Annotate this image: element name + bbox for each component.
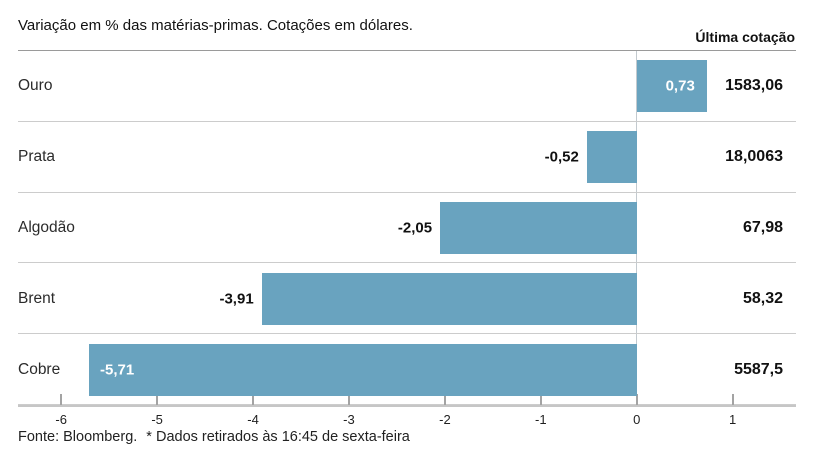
bar [440,201,637,254]
value-label: -0,52 [544,148,579,166]
chart-row: Cobre -5,71 5587,5 [0,334,817,405]
x-axis-tick-label: -5 [151,412,163,427]
x-axis-tick-label: 0 [633,412,641,427]
x-axis-tick-mark [539,394,542,405]
x-axis-tick-mark [156,394,159,405]
x-axis-tick-mark [731,394,734,405]
x-axis-tick-mark [347,394,350,405]
x-axis-tick-label: 1 [729,412,737,427]
x-axis-tick-label: -1 [535,412,547,427]
bar [636,60,707,113]
bar [586,131,637,184]
chart-plot-area: Ouro 0,73 1583,06 Prata -0,52 18,0063 Al… [0,51,817,405]
chart-title: Variação em % das matérias-primas. Cotaç… [18,17,413,34]
chart-row: Brent -3,91 58,32 [0,263,817,334]
last-quote-value: 18,0063 [725,148,783,166]
category-label: Brent [18,289,56,307]
last-quote-column-header: Última cotação [695,29,795,45]
chart-header: Variação em % das matérias-primas. Cotaç… [0,0,817,51]
zero-gridline [636,51,638,405]
footnote-text: * Dados retirados às 16:45 de sexta-feir… [146,429,410,445]
value-label: -3,91 [219,290,254,308]
value-label: -5,71 [99,361,135,379]
x-axis-tick-mark [635,394,638,405]
chart-row: Algodão -2,05 67,98 [0,193,817,264]
x-axis-tick-mark [443,394,446,405]
chart-footer: Fonte: Bloomberg. * Dados retirados às 16… [18,429,410,445]
x-axis-tick-mark [60,394,63,405]
last-quote-value: 5587,5 [734,360,783,378]
x-axis-tick-label: -3 [343,412,355,427]
last-quote-value: 67,98 [742,218,783,236]
last-quote-value: 1583,06 [725,77,783,95]
category-label: Prata [18,148,56,166]
last-quote-value: 58,32 [742,289,783,307]
source-text: Fonte: Bloomberg. [18,429,138,445]
x-axis-tick-label: -6 [55,412,67,427]
x-axis-tick-label: -2 [439,412,451,427]
category-label: Algodão [18,218,75,236]
category-label: Cobre [18,360,61,378]
value-label: -2,05 [397,219,433,237]
bar [261,272,637,325]
x-axis-tick-labels: -6 -5 -4 -3 -2 -1 0 1 [0,407,817,427]
chart-row: Ouro 0,73 1583,06 [0,51,817,122]
value-label: 0,73 [665,77,695,95]
chart-row: Prata -0,52 18,0063 [0,122,817,193]
bar [88,343,637,396]
x-axis-tick-label: -4 [247,412,259,427]
x-axis-line [18,405,796,407]
x-axis-tick-mark [252,394,255,405]
category-label: Ouro [18,77,53,95]
